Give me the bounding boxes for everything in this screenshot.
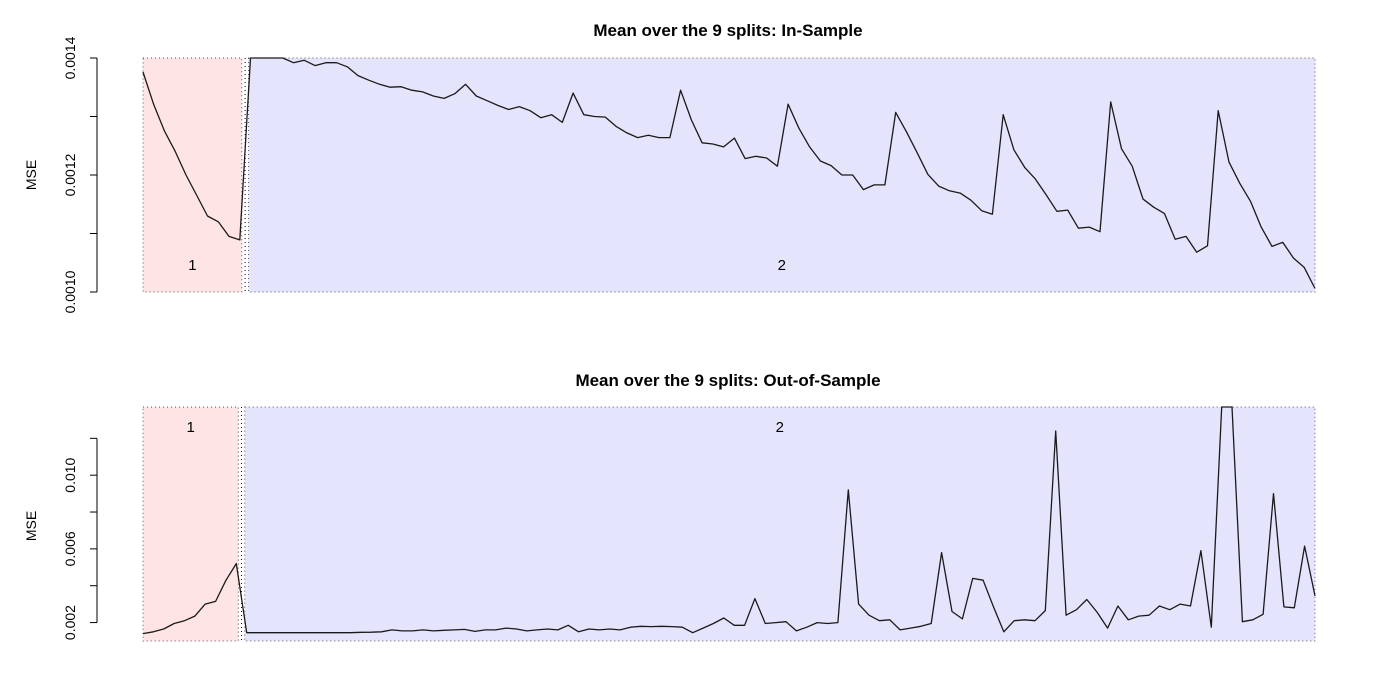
- in-sample-region-label-1: 1: [188, 257, 196, 274]
- out-of-sample-region-label-1: 1: [187, 419, 195, 436]
- in-sample-y-axis: 0.0010 0.0012 0.0014: [62, 36, 98, 313]
- out-of-sample-y-tick-label: 0.010: [62, 457, 78, 492]
- out-of-sample-line: [142, 406, 1316, 635]
- in-sample-y-tick-label: 0.0014: [62, 36, 78, 79]
- out-of-sample-y-tick-label: 0.006: [62, 531, 78, 566]
- in-sample-series: [142, 57, 1316, 289]
- out-of-sample-y-axis: 0.002 0.006 0.010: [62, 437, 98, 640]
- out-of-sample-y-tick-label: 0.002: [62, 605, 78, 640]
- in-sample-region-1: [142, 57, 243, 293]
- out-of-sample-region-1: [142, 406, 239, 642]
- in-sample-y-axis-label: MSE: [23, 160, 39, 190]
- out-of-sample-series: [142, 406, 1316, 635]
- in-sample-y-tick-label: 0.0010: [62, 270, 78, 313]
- out-of-sample-region-label-2: 2: [776, 419, 784, 436]
- in-sample-line: [142, 57, 1316, 289]
- in-sample-y-tick-label: 0.0012: [62, 153, 78, 196]
- out-of-sample-title: Mean over the 9 splits: Out-of-Sample: [575, 371, 880, 390]
- in-sample-region-2: [248, 57, 1316, 293]
- out-of-sample-region-2: [244, 406, 1316, 642]
- out-of-sample-y-axis-label: MSE: [23, 511, 39, 541]
- out-of-sample-panel: Mean over the 9 splits: Out-of-Sample MS…: [23, 371, 1316, 642]
- in-sample-region-label-2: 2: [778, 257, 786, 274]
- in-sample-title: Mean over the 9 splits: In-Sample: [593, 21, 862, 40]
